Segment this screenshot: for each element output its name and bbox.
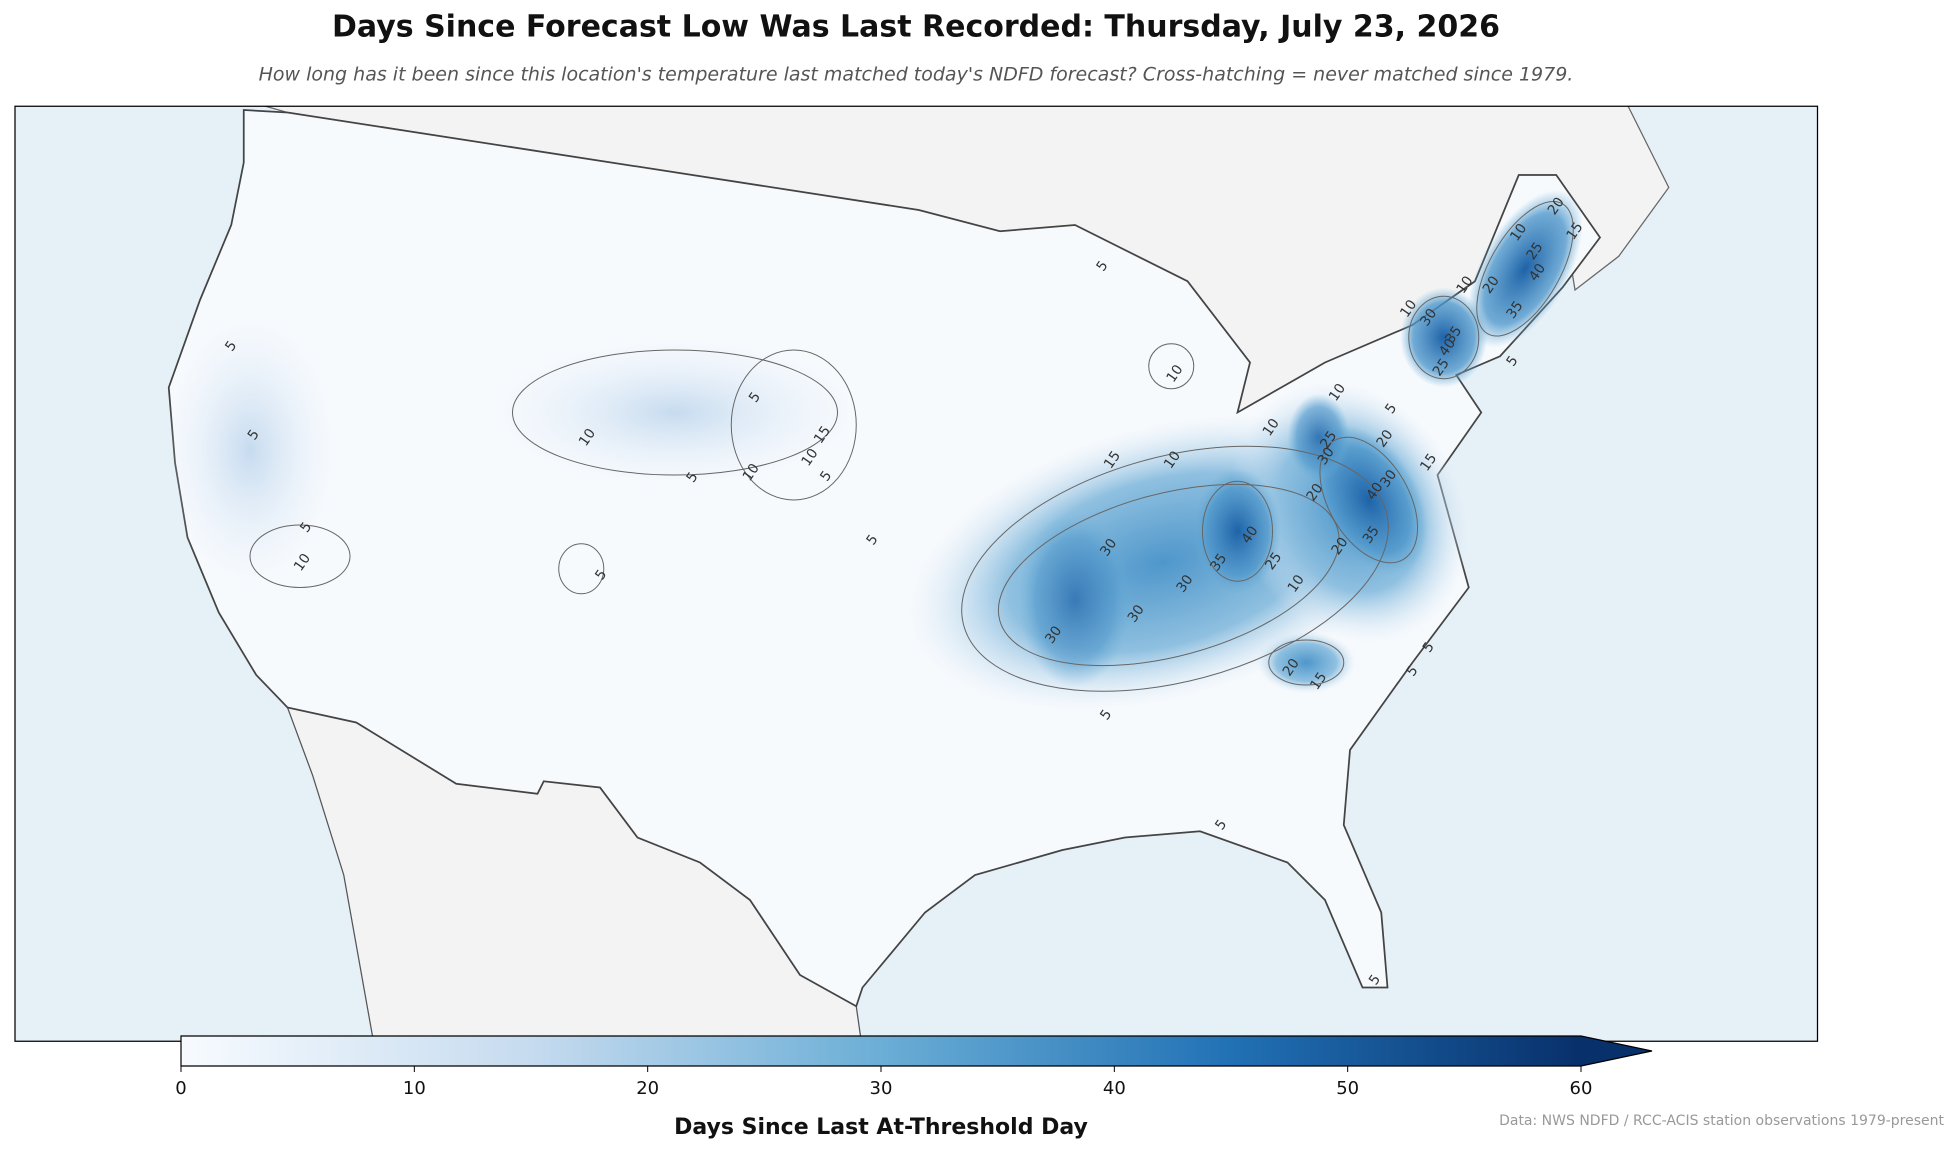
source-note: Data: NWS NDFD / RCC-ACIS station observ… <box>1499 1113 1944 1129</box>
shading <box>162 189 1583 712</box>
colorbar-tick-label: 60 <box>1570 1078 1593 1099</box>
colorbar-extend <box>1581 1036 1652 1066</box>
colorbar-gradient <box>181 1036 1581 1066</box>
colorbar-tick-label: 10 <box>403 1078 426 1099</box>
colorbar-tick-label: 20 <box>636 1078 659 1099</box>
colorbar-outline <box>180 1035 1653 1067</box>
colorbar-tick-label: 40 <box>1103 1078 1126 1099</box>
usa <box>167 109 1602 1008</box>
colorbar-tick-label: 30 <box>870 1078 893 1099</box>
contours <box>249 200 1574 692</box>
colorbar-tick-label: 50 <box>1336 1078 1359 1099</box>
subtitle: How long has it been since this location… <box>259 64 1574 86</box>
title: Days Since Forecast Low Was Last Recorde… <box>332 10 1500 45</box>
colorbar-tick-label: 0 <box>175 1078 186 1099</box>
colorbar: Days Since Last At-Threshold Day 0 10 20 30… <box>175 1035 1653 1140</box>
colorbar-label: Days Since Last At-Threshold Day <box>674 1115 1088 1140</box>
